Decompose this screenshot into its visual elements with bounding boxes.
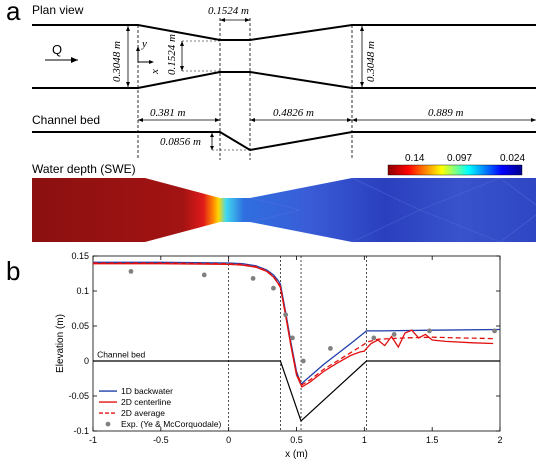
exp-data-point bbox=[427, 328, 432, 334]
exp-data-point bbox=[371, 335, 377, 341]
series-2d-average bbox=[93, 262, 494, 386]
x-tick-label: 1.5 bbox=[426, 435, 439, 445]
exp-data-point bbox=[290, 335, 295, 341]
exp-data-point bbox=[128, 269, 134, 274]
channel-bed-annotation: Channel bed bbox=[97, 350, 145, 360]
y-tick-label: -0.1 bbox=[73, 426, 89, 436]
colorbar bbox=[387, 164, 523, 176]
colorbar-tick-0: 0.14 bbox=[405, 153, 425, 164]
dim-expansion-length: 0.4826 m bbox=[273, 107, 314, 119]
legend-marker bbox=[105, 421, 111, 427]
x-tick-label: 2 bbox=[497, 435, 502, 445]
exp-data-point bbox=[492, 328, 497, 334]
plan-view-bottom-wall bbox=[32, 71, 536, 89]
series-1d-backwater bbox=[93, 261, 501, 386]
x-axis-label: x (m) bbox=[285, 449, 308, 460]
colorbar-tick-2: 0.024 bbox=[500, 153, 526, 164]
y-tick-label: -0.05 bbox=[68, 391, 89, 401]
panel-a-letter: a bbox=[6, 0, 21, 26]
dim-drop: 0.0856 m bbox=[160, 136, 201, 148]
water-depth-field bbox=[32, 178, 536, 242]
panel-b-letter: b bbox=[6, 256, 21, 286]
x-tick-label: 1 bbox=[362, 435, 367, 445]
x-tick-label: 0.5 bbox=[290, 435, 303, 445]
axis-y-label: y bbox=[142, 38, 147, 50]
exp-data-point bbox=[328, 346, 333, 351]
legend-label: Exp. (Ye & McCorquodale) bbox=[121, 419, 221, 429]
dim-throat-length: 0.1524 m bbox=[208, 5, 249, 17]
legend-label: 2D centerline bbox=[121, 397, 171, 407]
x-tick-label: 0 bbox=[226, 435, 231, 445]
exp-data-point bbox=[391, 332, 397, 337]
colorbar-tick-1: 0.097 bbox=[447, 153, 473, 164]
y-tick-label: 0.15 bbox=[71, 251, 89, 261]
x-tick-label: -1 bbox=[89, 435, 97, 445]
plan-view-top-wall bbox=[32, 24, 536, 41]
x-tick-label: -0.5 bbox=[153, 435, 169, 445]
y-tick-label: 0 bbox=[84, 356, 89, 366]
water-depth-label: Water depth (SWE) bbox=[32, 162, 136, 176]
legend-label: 1D backwater bbox=[121, 386, 173, 396]
dim-upstream-length: 0.381 m bbox=[150, 107, 186, 119]
plan-view-label: Plan view bbox=[32, 3, 84, 17]
exp-data-point bbox=[283, 312, 289, 318]
y-tick-label: 0.05 bbox=[71, 321, 89, 331]
y-tick-label: 0.1 bbox=[76, 286, 89, 296]
channel-bed-label: Channel bed bbox=[32, 113, 101, 127]
legend-label: 2D average bbox=[121, 408, 165, 418]
exp-data-point bbox=[250, 276, 256, 281]
series-2d-centerline bbox=[93, 263, 494, 388]
exp-data-point bbox=[300, 358, 306, 364]
exp-data-point bbox=[201, 272, 207, 278]
y-axis-label: Elevation (m) bbox=[55, 314, 66, 373]
exp-data-point bbox=[271, 285, 276, 291]
flow-label: Q bbox=[52, 42, 63, 57]
dim-downstream-length: 0.889 m bbox=[428, 107, 464, 119]
series-channel-bed bbox=[93, 360, 500, 422]
